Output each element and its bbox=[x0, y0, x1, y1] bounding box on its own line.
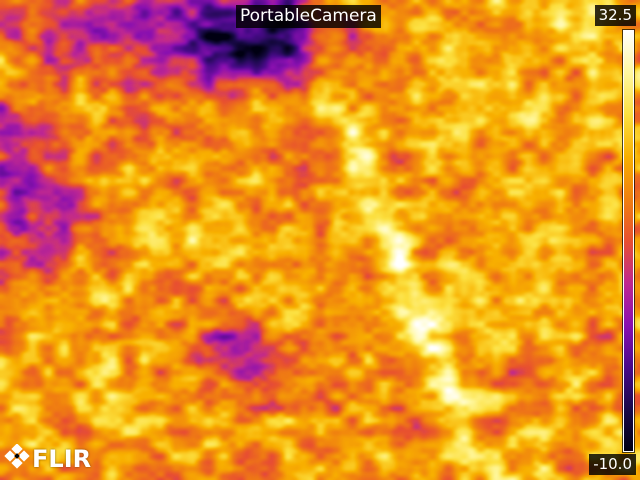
flir-logo: FLIR bbox=[4, 443, 98, 475]
temperature-scale-bar bbox=[623, 30, 634, 452]
scale-min-label: -10.0 bbox=[589, 454, 636, 475]
flir-diamond-icon bbox=[4, 444, 30, 469]
scale-max-label: 32.5 bbox=[594, 5, 636, 26]
brand-label: FLIR bbox=[32, 445, 92, 473]
camera-name-label: PortableCamera bbox=[236, 5, 381, 28]
